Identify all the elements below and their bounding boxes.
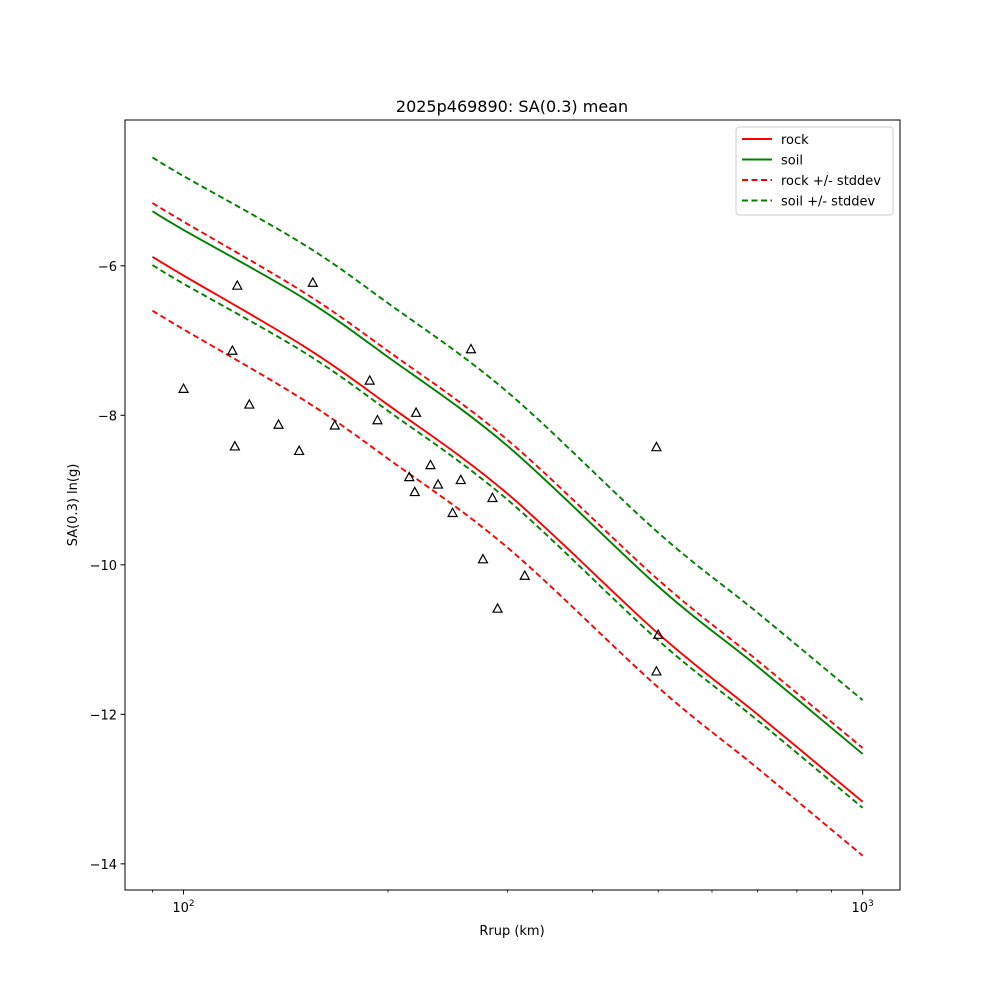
x-tick-label: 103 — [852, 899, 874, 916]
observation-point — [519, 569, 531, 580]
series-line-1 — [151, 210, 864, 755]
observation-point — [364, 374, 376, 385]
observation-point — [329, 419, 341, 430]
x-tick-label: 102 — [172, 899, 194, 916]
x-axis-ticks: 102 103 — [172, 890, 874, 916]
observation-point — [231, 279, 243, 290]
observation-point — [403, 471, 415, 482]
observation-points — [178, 276, 664, 676]
plot-frame — [124, 119, 901, 891]
legend-label: soil +/- stddev — [781, 195, 876, 210]
series-line-0 — [151, 255, 864, 803]
observation-point — [477, 553, 489, 564]
series-line-3 — [151, 309, 864, 857]
observation-point — [455, 474, 467, 485]
observation-point — [178, 382, 190, 393]
observation-point — [652, 628, 664, 639]
legend-box — [735, 126, 894, 216]
legend-label: soil — [781, 154, 803, 169]
legend: rock soil rock +/- stddev soil +/- stddev — [735, 126, 894, 216]
y-tick-label: −14 — [90, 858, 117, 873]
y-tick-label: −10 — [90, 559, 117, 574]
observation-point — [226, 344, 238, 355]
x-axis-label: Rrup (km) — [479, 924, 544, 939]
y-tick-label: −6 — [98, 260, 117, 275]
observation-point — [424, 459, 436, 470]
observation-point — [229, 440, 241, 451]
observation-point — [293, 444, 305, 456]
legend-label: rock — [781, 133, 809, 148]
observation-point — [409, 486, 421, 497]
series-line-2 — [151, 202, 864, 749]
chart-title: 2025p469890: SA(0.3) mean — [396, 97, 628, 116]
y-axis-label: SA(0.3) ln(g) — [66, 464, 81, 547]
observation-point — [243, 398, 255, 409]
series-line-4 — [151, 156, 864, 701]
observation-point — [650, 441, 662, 452]
series-layer — [151, 156, 864, 857]
legend-label: rock +/- stddev — [781, 174, 881, 189]
y-tick-label: −12 — [90, 708, 117, 723]
observation-point — [465, 343, 477, 354]
y-axis-ticks: −6 −8 −10 −12 −14 — [90, 260, 125, 873]
series-line-5 — [151, 264, 864, 809]
observation-point — [432, 478, 444, 489]
observation-point — [650, 665, 662, 676]
observation-point — [486, 492, 498, 503]
observation-point — [492, 602, 504, 613]
observation-point — [447, 506, 459, 518]
observation-point — [410, 406, 422, 417]
observation-point — [371, 414, 383, 425]
observation-point — [307, 276, 319, 287]
y-tick-label: −8 — [98, 409, 117, 424]
observation-point — [273, 418, 285, 429]
